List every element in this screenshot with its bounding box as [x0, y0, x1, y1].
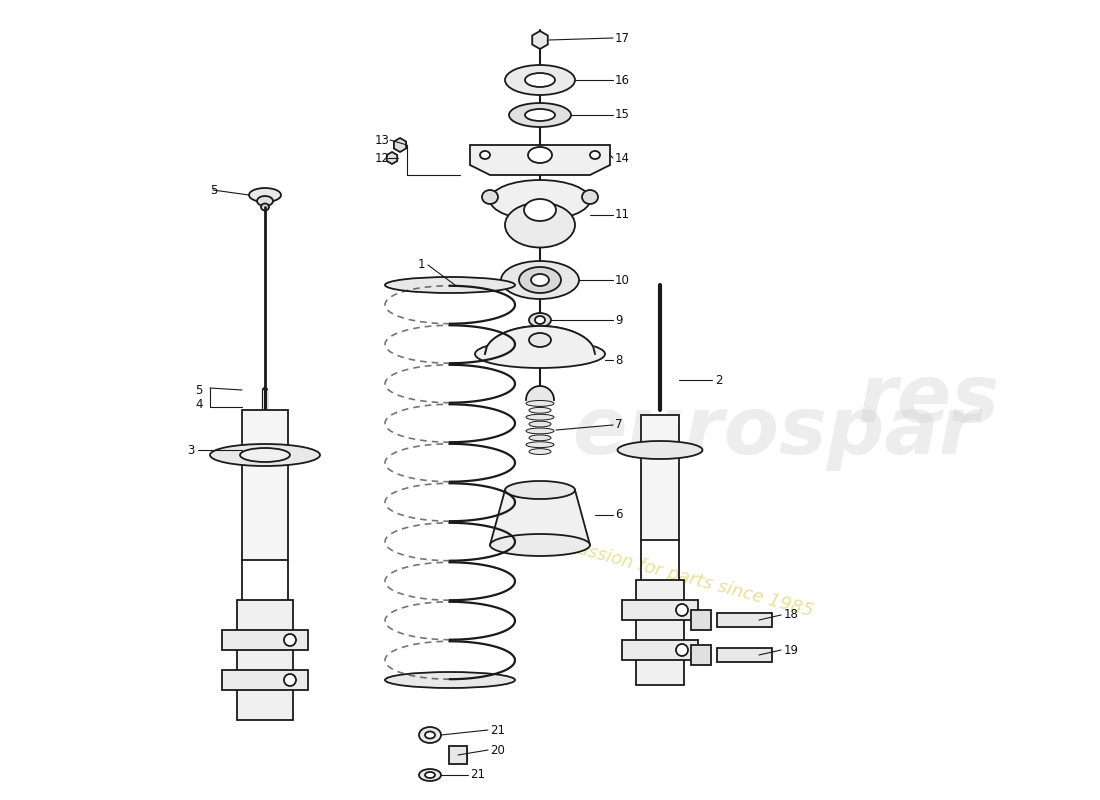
Ellipse shape: [480, 151, 490, 159]
FancyBboxPatch shape: [621, 600, 698, 620]
Text: 15: 15: [615, 109, 630, 122]
FancyBboxPatch shape: [242, 410, 288, 560]
Text: 19: 19: [784, 643, 799, 657]
Ellipse shape: [249, 188, 280, 202]
Ellipse shape: [535, 316, 544, 324]
FancyBboxPatch shape: [621, 640, 698, 660]
Ellipse shape: [526, 414, 554, 420]
Ellipse shape: [526, 401, 554, 406]
FancyBboxPatch shape: [222, 670, 308, 690]
Text: eurospar: eurospar: [572, 393, 979, 471]
Ellipse shape: [529, 333, 551, 347]
Ellipse shape: [676, 644, 688, 656]
Ellipse shape: [528, 147, 552, 163]
Ellipse shape: [525, 73, 556, 87]
Text: 4: 4: [196, 398, 204, 411]
Text: 10: 10: [615, 274, 630, 286]
Text: 6: 6: [615, 509, 623, 522]
FancyBboxPatch shape: [716, 648, 771, 662]
Ellipse shape: [475, 340, 605, 368]
Ellipse shape: [617, 441, 703, 459]
Ellipse shape: [582, 190, 598, 204]
FancyBboxPatch shape: [449, 746, 468, 764]
Ellipse shape: [529, 407, 551, 414]
Ellipse shape: [505, 481, 575, 499]
Text: 17: 17: [615, 31, 630, 45]
Text: 9: 9: [615, 314, 623, 326]
Text: res: res: [858, 361, 1000, 439]
Ellipse shape: [284, 634, 296, 646]
Text: 21: 21: [490, 723, 505, 737]
FancyBboxPatch shape: [236, 600, 293, 720]
Text: a passion for parts since 1985: a passion for parts since 1985: [549, 532, 815, 620]
Polygon shape: [387, 152, 397, 164]
FancyBboxPatch shape: [641, 415, 679, 540]
Ellipse shape: [590, 151, 600, 159]
Ellipse shape: [526, 428, 554, 434]
Text: 8: 8: [615, 354, 623, 366]
Text: 12: 12: [375, 151, 390, 165]
Ellipse shape: [531, 274, 549, 286]
Ellipse shape: [490, 180, 590, 220]
Ellipse shape: [505, 65, 575, 95]
Polygon shape: [532, 31, 548, 49]
Ellipse shape: [385, 277, 515, 293]
Ellipse shape: [425, 731, 435, 738]
FancyBboxPatch shape: [636, 580, 684, 685]
Ellipse shape: [210, 444, 320, 466]
Ellipse shape: [490, 534, 590, 556]
Ellipse shape: [261, 203, 270, 210]
Ellipse shape: [525, 109, 556, 121]
Ellipse shape: [257, 196, 273, 206]
FancyBboxPatch shape: [691, 610, 711, 630]
Ellipse shape: [526, 442, 554, 448]
Text: 13: 13: [375, 134, 389, 146]
Text: 21: 21: [470, 769, 485, 782]
Ellipse shape: [505, 202, 575, 247]
FancyBboxPatch shape: [222, 630, 308, 650]
Polygon shape: [490, 490, 590, 545]
Ellipse shape: [385, 672, 515, 688]
Text: 16: 16: [615, 74, 630, 86]
Text: 7: 7: [615, 418, 623, 431]
Text: 5: 5: [210, 183, 218, 197]
Ellipse shape: [284, 674, 296, 686]
Ellipse shape: [240, 448, 290, 462]
Polygon shape: [470, 145, 610, 175]
Ellipse shape: [425, 772, 435, 778]
FancyBboxPatch shape: [716, 613, 771, 627]
Text: 3: 3: [188, 443, 195, 457]
Ellipse shape: [419, 769, 441, 781]
Ellipse shape: [524, 199, 556, 221]
Ellipse shape: [500, 261, 579, 299]
Ellipse shape: [529, 449, 551, 454]
Polygon shape: [394, 138, 406, 152]
Ellipse shape: [519, 267, 561, 293]
Ellipse shape: [419, 727, 441, 743]
Ellipse shape: [529, 435, 551, 441]
Text: 1: 1: [418, 258, 425, 271]
Text: 18: 18: [784, 609, 799, 622]
Ellipse shape: [509, 103, 571, 127]
Text: 5: 5: [196, 383, 204, 397]
FancyBboxPatch shape: [691, 645, 711, 665]
Text: 14: 14: [615, 151, 630, 165]
Ellipse shape: [529, 313, 551, 327]
Ellipse shape: [482, 190, 498, 204]
Ellipse shape: [529, 421, 551, 427]
Text: 20: 20: [490, 743, 505, 757]
Ellipse shape: [676, 604, 688, 616]
Text: 2: 2: [715, 374, 723, 386]
Text: 11: 11: [615, 209, 630, 222]
